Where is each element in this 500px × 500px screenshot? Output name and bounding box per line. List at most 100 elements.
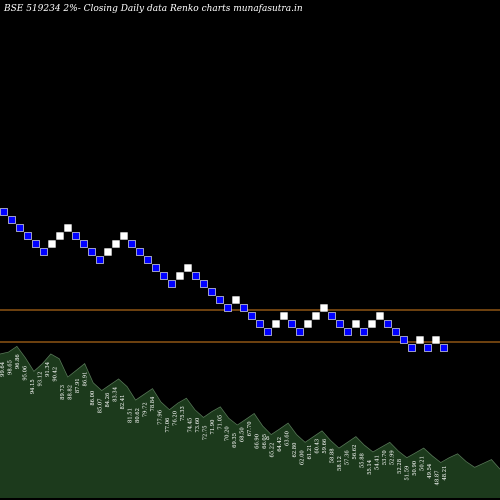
renko-brick-down xyxy=(408,344,416,352)
renko-brick-down xyxy=(240,304,248,312)
renko-brick-up xyxy=(56,232,64,240)
volume-label: 50.90 xyxy=(412,461,418,476)
volume-label: 85.07 xyxy=(97,399,103,414)
renko-brick-up xyxy=(352,320,360,328)
volume-label: 66.05 xyxy=(262,434,268,449)
renko-brick-down xyxy=(360,328,368,336)
volume-label: 49.54 xyxy=(427,463,433,479)
renko-brick-down xyxy=(192,272,200,280)
renko-brick-down xyxy=(160,272,168,280)
renko-brick-down xyxy=(336,320,344,328)
volume-label: 91.34 xyxy=(45,361,51,377)
renko-brick-up xyxy=(184,264,192,272)
volume-label: 53.70 xyxy=(382,450,388,465)
renko-brick-down xyxy=(264,328,272,336)
renko-brick-up xyxy=(48,240,56,248)
volume-label: 62.80 xyxy=(292,443,298,458)
volume-label: 62.00 xyxy=(300,450,306,465)
volume-label: 90.42 xyxy=(52,367,58,382)
volume-label: 81.51 xyxy=(127,408,133,423)
renko-brick-down xyxy=(256,320,264,328)
volume-label: 52.99 xyxy=(390,450,396,465)
volume-label: 60.43 xyxy=(315,439,321,454)
volume-label: 55.88 xyxy=(360,453,366,468)
volume-label: 71.90 xyxy=(210,420,216,435)
renko-brick-down xyxy=(248,312,256,320)
renko-bricks xyxy=(0,208,448,352)
volume-label: 84.26 xyxy=(105,393,111,408)
volume-label: 56.62 xyxy=(352,445,358,460)
renko-brick-down xyxy=(200,280,208,288)
renko-brick-up xyxy=(376,312,384,320)
renko-brick-down xyxy=(168,280,176,288)
renko-brick-down xyxy=(400,336,408,344)
renko-brick-up xyxy=(312,312,320,320)
volume-label: 86.91 xyxy=(82,372,88,387)
renko-brick-down xyxy=(424,344,432,352)
volume-label: 79.72 xyxy=(142,402,148,417)
volume-label: 59.66 xyxy=(322,439,328,454)
volume-label: 99.64 xyxy=(0,361,6,377)
volume-label: 58.88 xyxy=(330,448,336,463)
volume-label: 82.41 xyxy=(120,395,126,410)
volume-label: 75.33 xyxy=(180,406,186,421)
renko-brick-down xyxy=(208,288,216,296)
renko-brick-down xyxy=(344,328,352,336)
renko-brick-down xyxy=(72,232,80,240)
volume-label: 70.20 xyxy=(225,426,231,441)
renko-brick-down xyxy=(8,216,16,224)
volume-label: 64.42 xyxy=(277,437,283,452)
renko-brick-down xyxy=(40,248,48,256)
renko-brick-up xyxy=(320,304,328,312)
renko-brick-down xyxy=(152,264,160,272)
volume-label: 67.70 xyxy=(247,422,253,437)
renko-brick-up xyxy=(368,320,376,328)
renko-brick-down xyxy=(216,296,224,304)
volume-label: 83.34 xyxy=(112,386,118,402)
volume-area-edge xyxy=(0,345,500,470)
renko-brick-up xyxy=(304,320,312,328)
volume-label: 98.65 xyxy=(8,360,14,375)
renko-brick-down xyxy=(16,224,24,232)
volume-label: 61.21 xyxy=(307,445,313,460)
renko-brick-down xyxy=(136,248,144,256)
renko-brick-up xyxy=(432,336,440,344)
volume-label: 63.60 xyxy=(285,431,291,446)
volume-label: 51.59 xyxy=(405,466,411,481)
chart-marker: 6 xyxy=(266,436,270,442)
renko-brick-down xyxy=(24,232,32,240)
renko-brick-up xyxy=(120,232,128,240)
volume-label: 94.15 xyxy=(30,379,36,394)
renko-brick-down xyxy=(328,312,336,320)
volume-label: 87.91 xyxy=(75,378,81,393)
volume-label: 48.87 xyxy=(435,471,441,486)
volume-label: 74.45 xyxy=(187,418,193,433)
renko-brick-down xyxy=(384,320,392,328)
volume-label: 77.06 xyxy=(165,418,171,433)
renko-brick-down xyxy=(80,240,88,248)
volume-label: 76.20 xyxy=(172,411,178,426)
volume-label: 93.12 xyxy=(38,372,44,387)
renko-brick-down xyxy=(392,328,400,336)
volume-area-layer xyxy=(0,345,500,498)
volume-label: 66.90 xyxy=(255,434,261,449)
volume-label: 58.12 xyxy=(337,456,343,471)
volume-label: 48.21 xyxy=(442,466,448,481)
renko-brick-down xyxy=(128,240,136,248)
renko-brick-up xyxy=(272,320,280,328)
renko-brick-down xyxy=(440,344,448,352)
renko-brick-up xyxy=(112,240,120,248)
volume-label: 86.00 xyxy=(90,391,96,406)
renko-brick-up xyxy=(416,336,424,344)
renko-brick-up xyxy=(104,248,112,256)
volume-label: 88.82 xyxy=(67,385,73,400)
volume-label: 71.05 xyxy=(217,415,223,430)
volume-label: 68.50 xyxy=(240,427,246,442)
volume-label: 54.41 xyxy=(375,455,381,470)
renko-brick-down xyxy=(144,256,152,264)
chart-title: BSE 519234 2%- Closing Daily data Renko … xyxy=(3,4,303,14)
volume-label: 89.73 xyxy=(60,385,66,400)
volume-area xyxy=(0,346,500,498)
